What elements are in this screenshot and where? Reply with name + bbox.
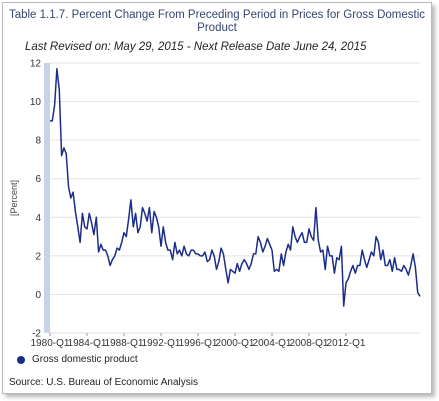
y-tick-labels: -2 0 2 4 6 8 10 12 [30, 59, 42, 340]
y-tick-label: 8 [35, 136, 41, 147]
x-tick-label: 1996-Q1 [179, 338, 218, 348]
y-tick-label: 2 [35, 251, 41, 262]
series-line-gross-domestic-product [50, 68, 421, 307]
y-tick-label: 0 [35, 290, 41, 301]
x-tick-label: 1980-Q1 [31, 338, 70, 348]
y-axis-label: [Percent] [9, 180, 19, 216]
y-tick-label: 6 [35, 174, 41, 185]
grid-lines [50, 62, 420, 334]
x-tick-label: 2000-Q1 [216, 338, 255, 348]
y-axis-band [44, 63, 50, 333]
y-tick-label: -2 [32, 329, 41, 340]
y-axis-band-rect [44, 63, 50, 333]
chart-title: Table 1.1.7. Percent Change From Precedi… [8, 9, 426, 34]
x-tick-label: 1984-Q1 [68, 338, 107, 348]
chart-frame: Table 1.1.7. Percent Change From Precedi… [2, 2, 432, 394]
series-lines [50, 68, 421, 307]
legend-label: Gross domestic product [32, 354, 138, 365]
x-tick-label: 2008-Q1 [290, 338, 329, 348]
x-tick-label: 2004-Q1 [253, 338, 292, 348]
x-tick-label: 1988-Q1 [105, 338, 144, 348]
chart-subtitle: Last Revised on: May 29, 2015 - Next Rel… [25, 41, 367, 53]
x-tick-labels: 1980-Q11984-Q11988-Q11992-Q11996-Q12000-… [31, 333, 366, 348]
legend-marker [17, 355, 25, 364]
x-tick-label: 1992-Q1 [142, 338, 181, 348]
y-tick-label: 4 [35, 213, 41, 224]
line-chart: -2 0 2 4 6 8 10 12 1980-Q11984-Q11988-Q11992-Q1… [9, 59, 421, 348]
y-tick-label: 12 [30, 59, 42, 70]
x-tick-label: 2012-Q1 [327, 338, 366, 348]
source-note: Source: U.S. Bureau of Economic Analysis [9, 377, 198, 388]
legend: Gross domestic product [17, 354, 138, 365]
y-tick-label: 10 [30, 97, 42, 108]
